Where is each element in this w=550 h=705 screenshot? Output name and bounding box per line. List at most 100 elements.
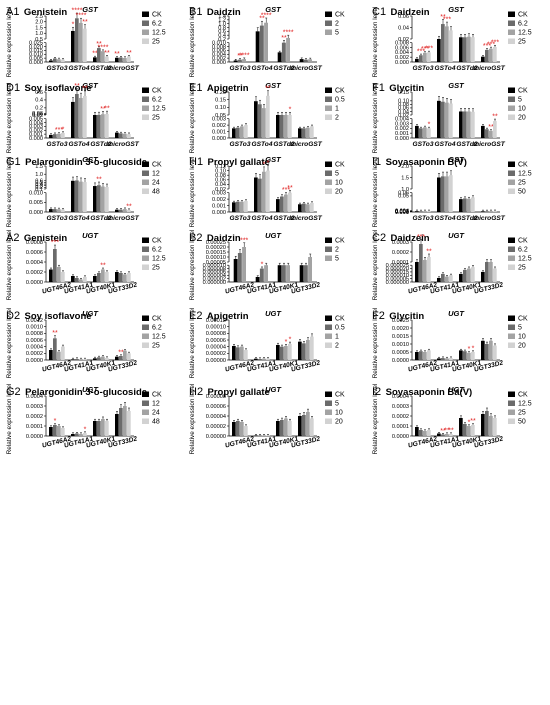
bar — [61, 428, 65, 436]
legend-label: 1 — [335, 106, 339, 113]
significance-mark: * — [263, 161, 266, 168]
significance-mark: ** — [96, 41, 102, 48]
y-tick-label: 0.02 — [398, 37, 409, 43]
panel-label: A2 — [6, 232, 20, 244]
legend-swatch — [325, 418, 332, 424]
y-tick-label: 0.04 — [398, 25, 409, 31]
y-tick-label: 0.003 — [212, 190, 226, 196]
bar — [93, 186, 97, 212]
y-tick-label: 0.00004 — [206, 344, 226, 350]
compound-name: Genistein — [23, 233, 68, 244]
significance-mark: ** — [118, 349, 124, 356]
panel-title: C1 Daidzein — [372, 2, 430, 20]
bar — [298, 416, 302, 436]
y-tick-label: 0.0003 — [392, 404, 409, 410]
y-tick-label: 1.2 — [218, 18, 226, 24]
bar — [445, 434, 449, 436]
y-tick-label: 0.0008 — [26, 331, 43, 337]
legend-label: CK — [335, 238, 345, 245]
y-tick-label: 0.000 — [395, 136, 409, 142]
y-tick-label: 0.00008 — [206, 331, 226, 337]
gene-family-title: GST — [265, 81, 282, 90]
bar — [471, 197, 475, 212]
bar — [437, 277, 441, 282]
panel-b1: B1 Daidzin GST Relative expression level 0.… — [185, 2, 368, 78]
legend-swatch — [325, 170, 332, 176]
significance-mark: *** — [417, 49, 425, 56]
bar — [71, 101, 75, 138]
category-label: GSTd2 — [273, 65, 295, 72]
y-tick-label: 0.5 — [35, 180, 43, 186]
y-axis-label: Relative expression level — [372, 157, 379, 228]
y-tick-label: 0.00005 — [206, 260, 226, 266]
legend-swatch — [325, 161, 332, 167]
bar — [419, 430, 423, 436]
legend-label: 12.5 — [152, 106, 166, 113]
y-axis-label: Relative expression level — [372, 308, 379, 379]
panel-label: H1 — [189, 156, 204, 168]
panel-label: A1 — [6, 6, 20, 18]
y-tick-label: 0.000 — [212, 210, 226, 216]
significance-mark: *** — [487, 42, 495, 49]
bar — [61, 209, 65, 212]
panel-g2: G2 Pelargonidin 3-o-glucoside UGT Relative… — [2, 382, 185, 460]
bar — [449, 30, 453, 62]
compound-name: Soyasaponin B(V) — [385, 157, 467, 168]
compound-name: Daidzein — [390, 7, 430, 18]
bar — [489, 262, 493, 282]
bar — [123, 350, 127, 360]
legend-label: CK — [335, 392, 345, 399]
y-tick-label: 0.12 — [215, 164, 226, 170]
bar — [423, 127, 427, 138]
significance-mark: ** — [426, 249, 432, 256]
bar — [262, 435, 266, 436]
significance-mark: ** — [287, 185, 293, 192]
significance-mark: ** — [259, 16, 265, 23]
significance-mark: * — [285, 339, 288, 346]
y-tick-label: 0.4 — [35, 182, 43, 188]
legend-label: 5 — [335, 401, 339, 408]
panel-title: A2 Genistein — [6, 228, 67, 246]
y-tick-label: 0.00015 — [206, 250, 226, 256]
panel-label: F1 — [372, 82, 385, 94]
bar — [61, 132, 65, 138]
bar — [467, 426, 471, 436]
legend-swatch — [325, 11, 332, 17]
bar — [237, 59, 242, 62]
significance-mark: * — [261, 261, 264, 268]
category-label: microGST — [473, 141, 505, 148]
legend-label: 20 — [518, 343, 526, 350]
bar — [459, 418, 463, 436]
bar — [437, 433, 441, 436]
gene-family-title: UGT — [448, 385, 465, 394]
category-label: GSTo3 — [229, 141, 250, 148]
significance-mark: ** — [104, 106, 110, 113]
bar — [277, 52, 282, 62]
bar — [259, 25, 264, 62]
gene-family-title: GST — [82, 81, 99, 90]
significance-mark: **** — [72, 8, 83, 15]
y-tick-label: 0.6 — [35, 90, 43, 96]
category-label: GSTd2 — [456, 215, 478, 222]
y-tick-label: 0.2 — [35, 185, 43, 191]
y-tick-label: 0.06 — [398, 14, 409, 20]
bar — [119, 356, 123, 360]
y-tick-label: 0.004 — [395, 116, 409, 122]
bar — [415, 58, 419, 62]
bar — [463, 351, 467, 360]
y-tick-label: 0.08 — [215, 173, 226, 179]
chart-svg: UGT Relative expression level 0.00000.0002… — [6, 308, 166, 379]
panel-label: I1 — [372, 156, 382, 168]
compound-name: Propyl gallate — [207, 387, 270, 398]
y-tick-label: 0.004 — [395, 50, 409, 56]
gene-family-title: GST — [448, 155, 465, 164]
compound-name: Daidzein — [390, 233, 430, 244]
y-tick-label: 0.002 — [212, 197, 226, 203]
bar — [441, 358, 445, 360]
bar — [101, 114, 105, 138]
bar — [299, 265, 304, 282]
legend-swatch — [142, 391, 149, 397]
bar — [415, 352, 419, 360]
y-tick-label: 0.00008 — [206, 394, 226, 400]
